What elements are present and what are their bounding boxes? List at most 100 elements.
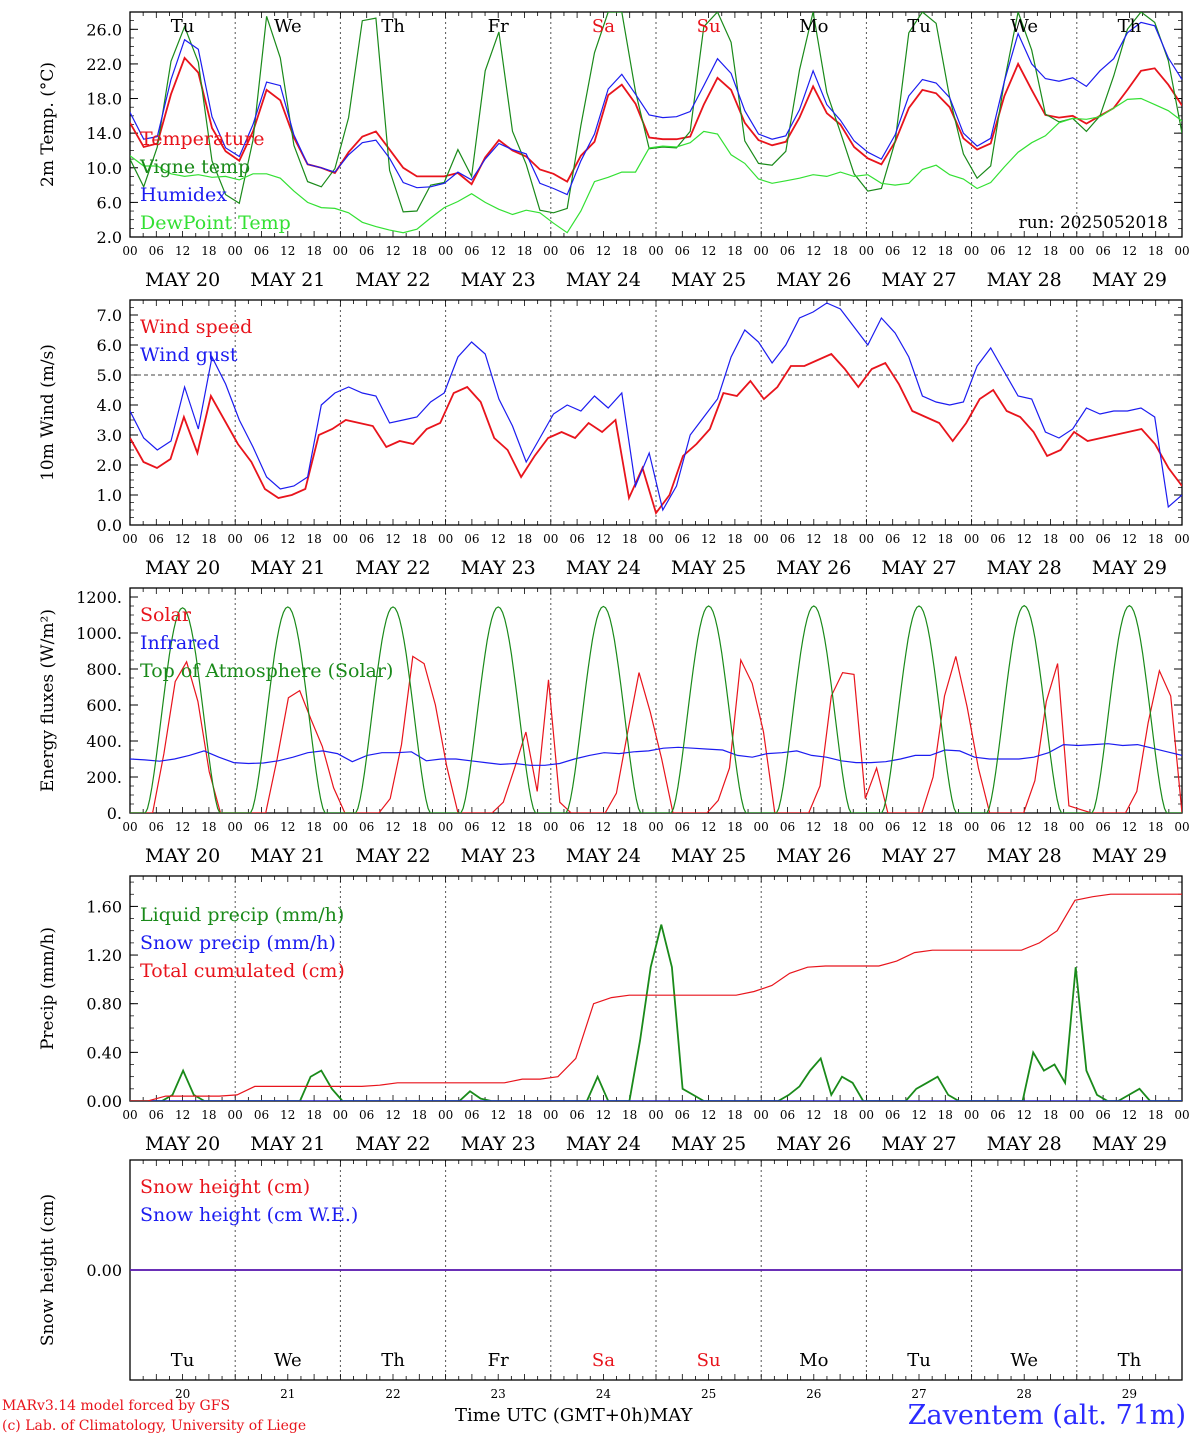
hour-tick-label: 00 [228,244,243,258]
hour-tick-label: 00 [333,244,348,258]
weekday-label: Mo [799,16,828,37]
weekday-label: Tu [171,1350,195,1371]
hour-tick-label: 06 [464,532,479,546]
series-line-3-3 [130,604,1182,813]
hour-tick-label: 18 [938,1108,953,1122]
y-tick-label: 4.0 [97,396,122,415]
hour-tick-label: 12 [491,820,506,834]
hour-tick-label: 18 [1043,532,1058,546]
day-label: MAY 27 [881,269,956,291]
hour-tick-label: 18 [832,1108,847,1122]
hour-tick-label: 00 [122,244,137,258]
hour-tick-label: 06 [359,532,374,546]
hour-tick-label: 12 [385,244,400,258]
hour-tick-label: 18 [1043,820,1058,834]
day-label: MAY 26 [776,557,851,579]
weekday-label: Fr [488,16,509,37]
hour-tick-label: 18 [517,244,532,258]
hour-tick-label: 06 [1095,1108,1110,1122]
hour-tick-label: 00 [964,244,979,258]
weekday-label: Th [1118,16,1142,37]
hour-tick-label: 18 [412,244,427,258]
y-tick-label: 5.0 [97,366,122,385]
day-label: MAY 26 [776,269,851,291]
weekday-label: Sa [592,1350,615,1371]
hour-tick-label: 18 [306,532,321,546]
legend-entry: Top of Atmosphere (Solar) [140,660,393,682]
day-label: MAY 25 [671,845,746,867]
hour-tick-label: 00 [648,1108,663,1122]
hour-tick-label: 00 [228,820,243,834]
hour-tick-label: 00 [333,1108,348,1122]
hour-tick-label: 06 [1095,244,1110,258]
hour-tick-label: 18 [1043,1108,1058,1122]
series-line-2-2 [130,302,1182,512]
day-label: MAY 20 [145,1133,220,1155]
day-label: MAY 25 [671,269,746,291]
hour-tick-label: 06 [464,244,479,258]
hour-tick-label: 12 [385,532,400,546]
day-label: MAY 24 [566,845,641,867]
y-tick-label: 0.80 [86,995,122,1014]
hour-tick-label: 06 [254,1108,269,1122]
weekday-label: We [1010,16,1038,37]
hour-tick-label: 12 [175,820,190,834]
hour-tick-label: 00 [859,1108,874,1122]
hour-tick-label: 12 [280,532,295,546]
day-label: MAY 23 [461,1133,536,1155]
hour-tick-label: 00 [543,820,558,834]
chart-panel-1: 2.0 6.0 10.0 14.0 18.0 22.0 26.0 2m Temp. (°C) T… [38,11,1190,291]
hour-tick-label: 06 [569,1108,584,1122]
hour-tick-label: 00 [648,820,663,834]
hour-tick-label: 00 [438,820,453,834]
station-name: Zaventem (alt. 71m) [907,1400,1186,1431]
hour-tick-label: 06 [254,820,269,834]
day-label: MAY 29 [1092,557,1167,579]
hour-tick-label: 18 [201,1108,216,1122]
y-tick-label: 0.00 [86,1261,122,1280]
day-number-label: 25 [701,1387,716,1401]
hour-tick-label: 06 [990,244,1005,258]
chart-panel-3: 0. 200. 400. 600. 800. 1000. 1200. Energy fluxe… [38,587,1190,867]
day-label: MAY 26 [776,1133,851,1155]
y-tick-label: 6.0 [97,336,122,355]
run-annotation: run: 2025052018 [1019,213,1168,233]
hour-tick-label: 18 [412,820,427,834]
day-number-label: 24 [596,1387,612,1401]
hour-tick-label: 06 [780,820,795,834]
hour-tick-label: 18 [622,820,637,834]
weekday-label: Th [381,1350,405,1371]
hour-tick-label: 06 [1095,820,1110,834]
hour-tick-label: 00 [648,532,663,546]
series-line-3-2 [130,743,1182,766]
hour-tick-label: 00 [122,532,137,546]
lab-credit: (c) Lab. of Climatology, University of L… [2,1418,307,1434]
hour-tick-label: 06 [359,244,374,258]
weekday-label: Su [697,1350,721,1371]
hour-tick-label: 00 [964,820,979,834]
hour-tick-label: 12 [596,1108,611,1122]
day-label: MAY 29 [1092,269,1167,291]
day-label: MAY 22 [355,269,430,291]
legend-entry: Infrared [140,632,220,654]
hour-tick-label: 00 [1069,1108,1084,1122]
day-label: MAY 21 [250,269,325,291]
day-label: MAY 22 [355,1133,430,1155]
y-tick-label: 600. [86,696,122,715]
legend-entry: Wind gust [140,344,238,366]
y-tick-label: 6.0 [97,193,122,212]
hour-tick-label: 06 [675,1108,690,1122]
day-label: MAY 26 [776,845,851,867]
hour-tick-label: 12 [1017,532,1032,546]
hour-tick-label: 00 [1069,820,1084,834]
weekday-label: Sa [592,16,615,37]
hour-tick-label: 18 [938,820,953,834]
day-label: MAY 21 [250,557,325,579]
y-tick-label: 0.40 [86,1043,122,1062]
hour-tick-label: 12 [911,244,926,258]
hour-tick-label: 18 [727,532,742,546]
hour-tick-label: 18 [622,532,637,546]
day-number-label: 23 [491,1387,506,1401]
hour-tick-label: 12 [806,532,821,546]
hour-tick-label: 12 [1122,1108,1137,1122]
